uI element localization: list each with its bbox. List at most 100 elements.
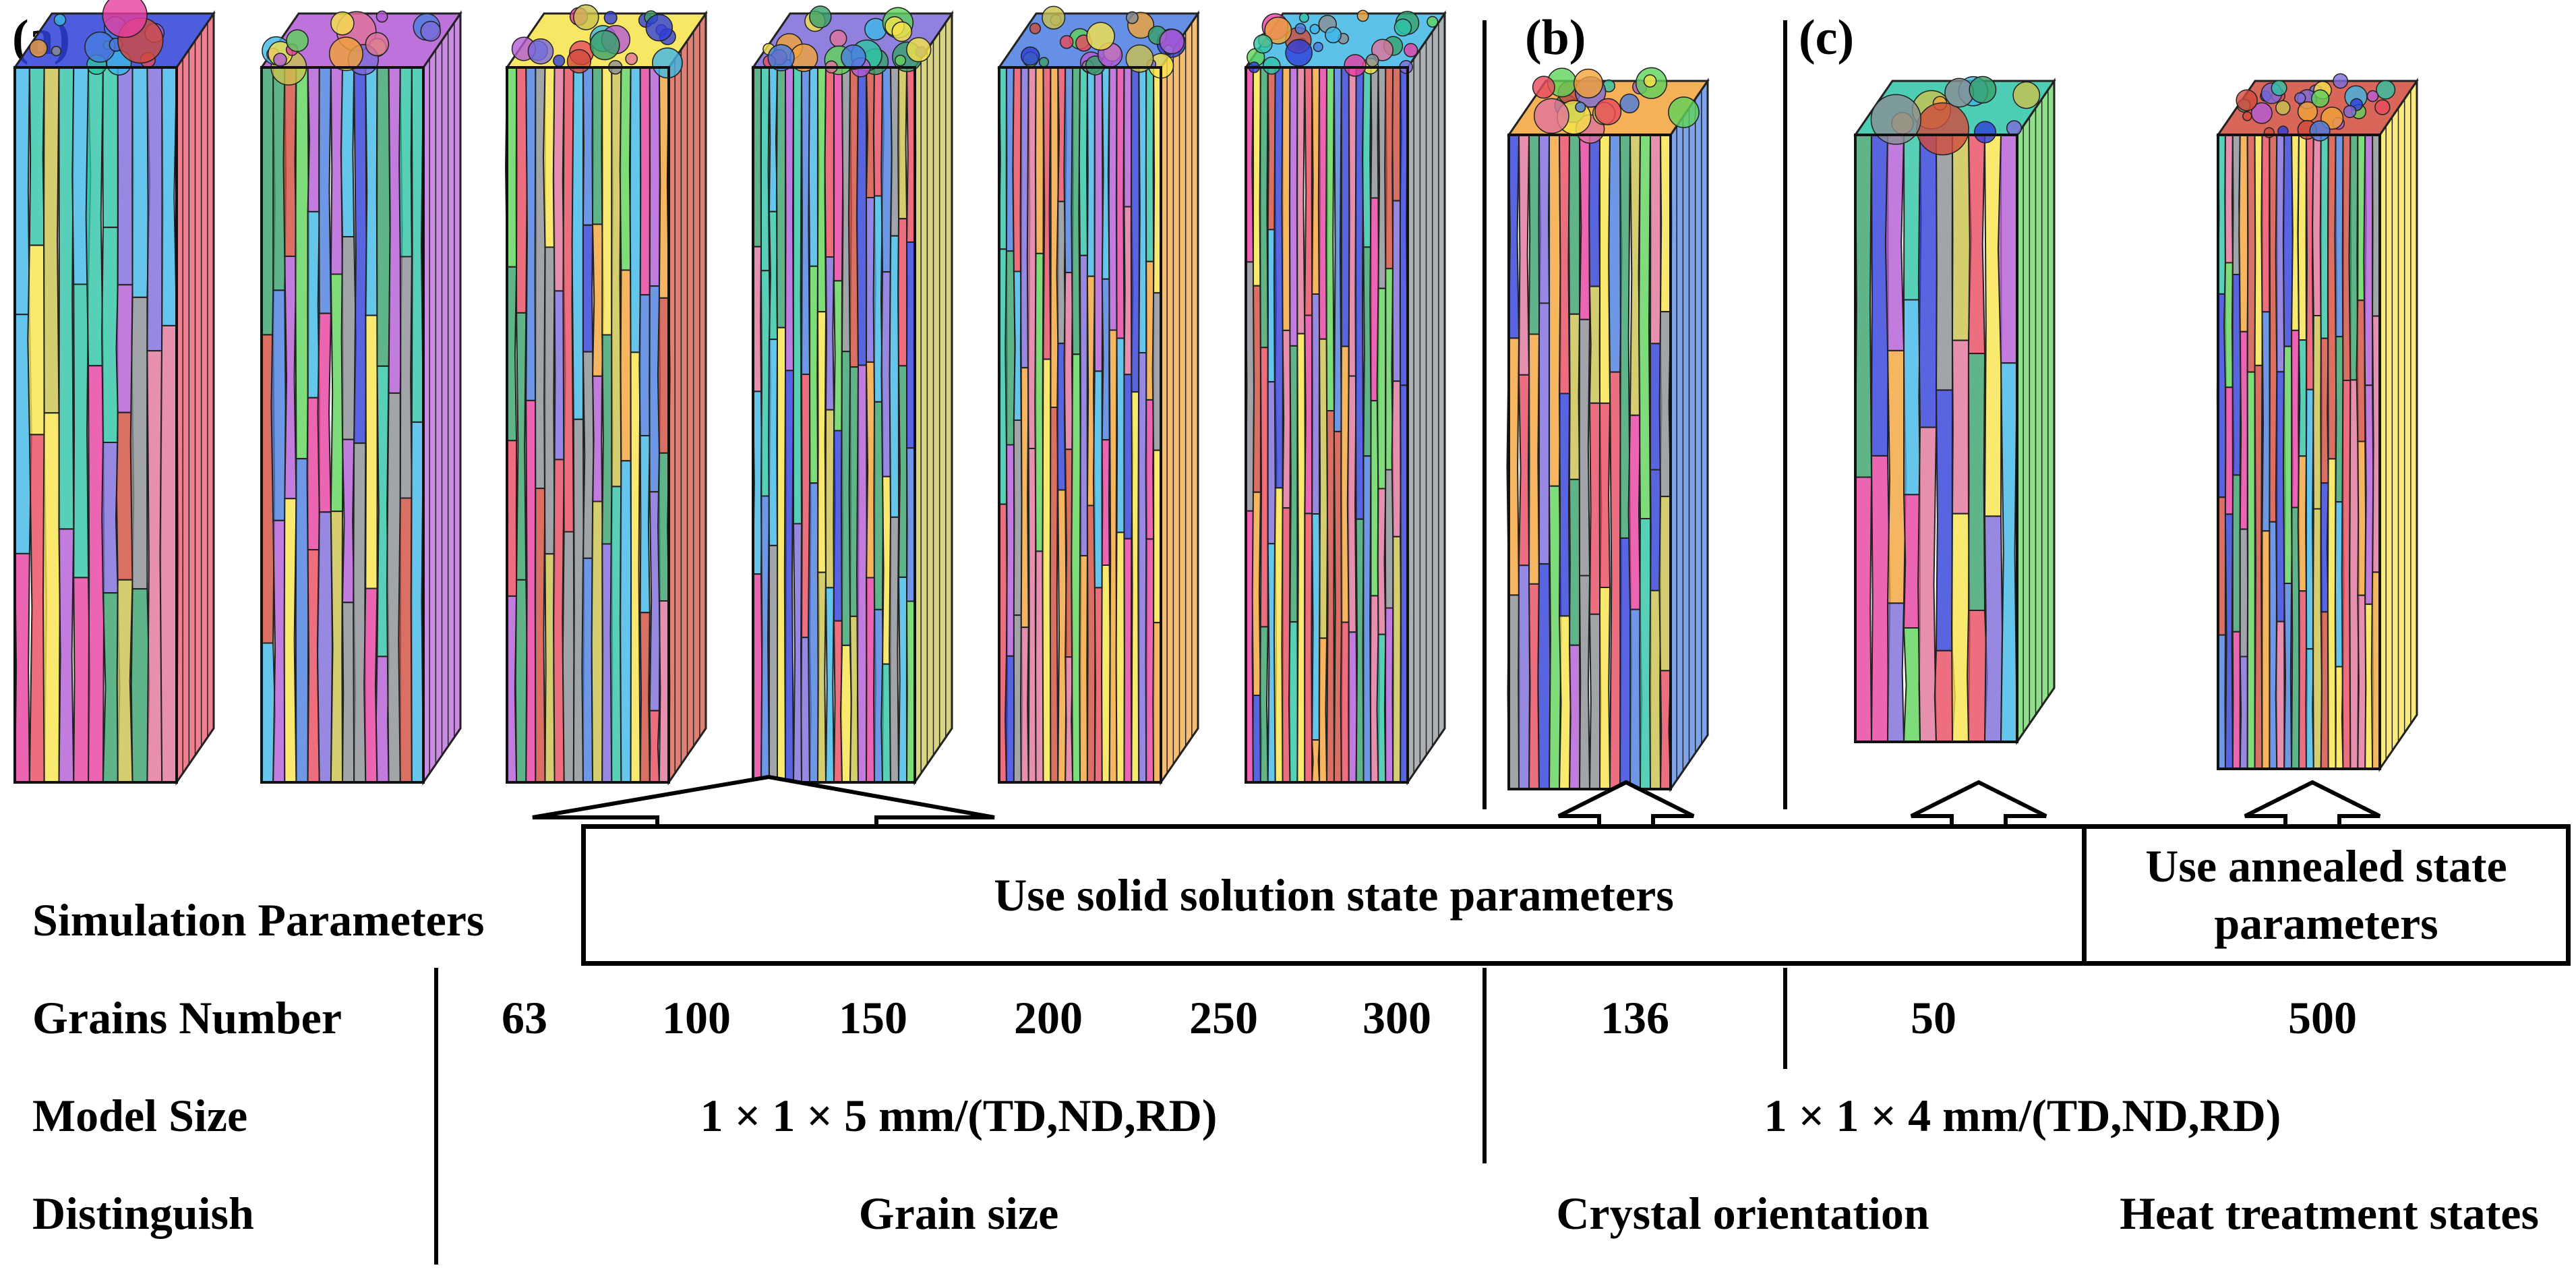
grain — [2261, 311, 2271, 532]
grain — [1311, 739, 1321, 783]
grain — [272, 519, 286, 783]
grain — [2223, 262, 2234, 388]
top-grain — [2236, 89, 2258, 111]
grain — [2319, 134, 2329, 339]
grain — [115, 284, 133, 413]
grain — [1333, 67, 1342, 432]
grain — [1518, 374, 1530, 567]
grain — [1870, 134, 1889, 457]
top-grain — [1038, 57, 1050, 67]
grain — [619, 67, 632, 271]
top-grain — [2012, 81, 2041, 109]
grain — [639, 612, 651, 783]
grain — [1385, 607, 1394, 783]
grain — [1288, 621, 1298, 783]
grain — [1983, 134, 2002, 517]
grain — [658, 67, 670, 299]
top-grain — [420, 20, 442, 42]
grain — [1108, 67, 1118, 331]
top-grain — [573, 4, 599, 30]
grain — [1304, 314, 1313, 515]
grain — [295, 67, 310, 460]
grain — [1391, 200, 1402, 382]
grain — [1903, 627, 1921, 743]
grain — [1042, 358, 1052, 783]
divider-label-column — [434, 968, 438, 1265]
model-outline — [260, 66, 425, 784]
grain — [1079, 554, 1088, 783]
top-grain — [1264, 16, 1292, 45]
grain — [1935, 134, 1954, 391]
grain — [282, 67, 297, 258]
grain — [1259, 626, 1269, 783]
grain — [833, 67, 844, 282]
grain — [330, 511, 344, 783]
top-grain — [2376, 80, 2396, 100]
grain — [101, 227, 119, 443]
grain — [316, 511, 333, 783]
grain — [1019, 627, 1029, 783]
grain-model-200 — [751, 5, 954, 786]
grain — [1281, 67, 1291, 331]
grain — [1325, 410, 1335, 783]
top-grain — [1356, 9, 1369, 22]
grain — [27, 244, 45, 436]
grain — [284, 256, 297, 500]
grain — [1005, 655, 1015, 783]
divider-a-b-top — [1482, 20, 1487, 809]
top-grain — [376, 10, 388, 23]
top-grain — [1344, 54, 1367, 77]
top-grain — [589, 30, 620, 61]
top-grain — [1969, 76, 1997, 104]
grain — [1355, 518, 1365, 783]
grain — [365, 314, 378, 589]
grain — [341, 438, 355, 604]
top-grain — [328, 36, 363, 71]
grain — [1658, 496, 1672, 672]
grain — [146, 67, 164, 352]
top-grain — [1298, 12, 1309, 23]
top-grain — [553, 55, 566, 67]
grain — [386, 392, 401, 783]
grain — [1346, 375, 1357, 633]
divider-b-c-top — [1783, 20, 1787, 809]
grain — [543, 67, 556, 248]
model-size-a: 1 × 1 × 5 mm/(TD,ND,RD) — [700, 1090, 1218, 1141]
grain — [649, 67, 661, 287]
top-grain — [2333, 73, 2349, 89]
grain — [2260, 134, 2271, 313]
top-grain — [29, 38, 48, 58]
grain — [553, 459, 565, 783]
grain — [825, 587, 835, 783]
grain — [1538, 134, 1551, 304]
divider-a-b-bottom — [1482, 968, 1487, 1163]
grain — [591, 500, 604, 783]
top-grain — [841, 44, 866, 70]
grain — [2275, 620, 2285, 770]
top-grain — [1575, 101, 1586, 113]
top-grain — [1159, 28, 1185, 55]
grain — [1115, 67, 1125, 339]
top-grain — [273, 53, 287, 67]
model-size-label: Model Size — [32, 1090, 248, 1141]
grain — [865, 361, 876, 579]
grain — [42, 412, 61, 783]
top-grain — [1394, 18, 1412, 37]
grain — [1138, 67, 1147, 353]
grain — [816, 571, 827, 783]
grain — [398, 497, 413, 783]
top-grain — [1371, 38, 1394, 61]
grain — [1079, 254, 1088, 556]
grain — [1588, 134, 1601, 287]
grain — [1528, 333, 1540, 585]
top-grain — [2250, 102, 2273, 124]
grain — [783, 370, 795, 783]
grain — [295, 458, 309, 783]
grain — [1252, 285, 1261, 493]
grain — [73, 283, 90, 579]
grain — [1376, 633, 1387, 783]
top-grain — [1294, 23, 1307, 34]
grain — [1997, 134, 2018, 364]
grain — [58, 528, 75, 783]
grains-value-250: 250 — [1189, 992, 1258, 1043]
